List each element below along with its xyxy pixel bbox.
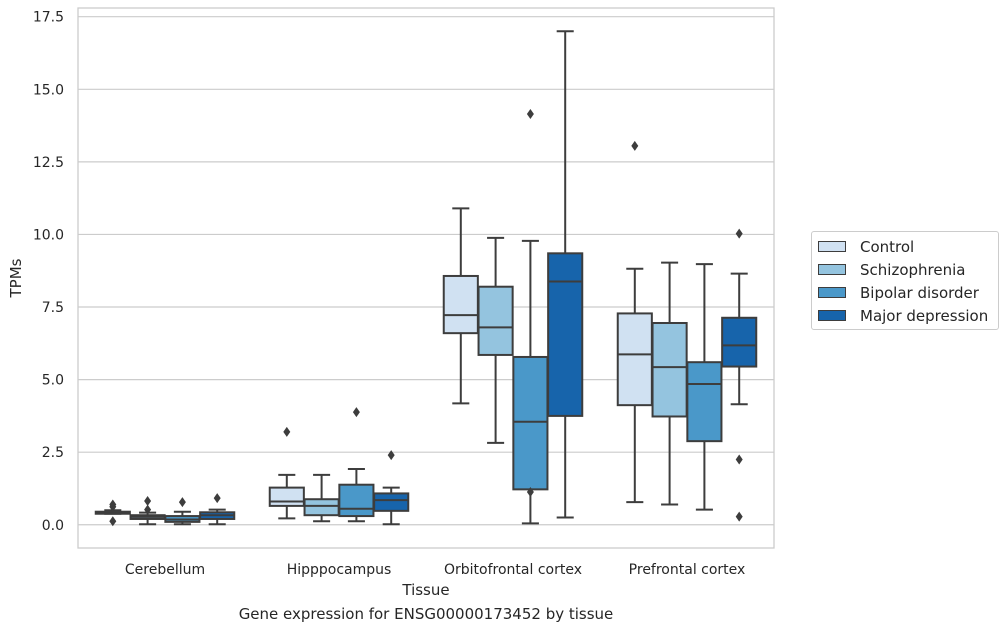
- box-bipolar-disorder: [686, 263, 723, 511]
- legend-swatch: [818, 310, 846, 321]
- box-iqr: [616, 312, 653, 407]
- outlier-point: [352, 407, 360, 418]
- box-iqr: [686, 361, 723, 443]
- box-major-depression: [373, 450, 410, 526]
- outlier-point: [109, 499, 117, 510]
- x-tick-label: Orbitofrontal cortex: [444, 562, 582, 578]
- outlier-point: [526, 486, 534, 497]
- outlier-point: [387, 450, 395, 461]
- y-tick-label: 15.0: [33, 82, 64, 98]
- box-iqr: [303, 498, 340, 517]
- outlier-point: [526, 108, 534, 119]
- legend-label: Schizophrenia: [860, 260, 966, 279]
- box-schizophrenia: [477, 236, 514, 444]
- legend-item: Schizophrenia: [812, 258, 998, 281]
- y-tick-label: 7.5: [42, 300, 64, 316]
- box-control: [268, 426, 305, 520]
- outlier-point: [144, 504, 152, 515]
- y-tick-label: 5.0: [42, 373, 64, 389]
- legend-item: Bipolar disorder: [812, 281, 998, 304]
- box-control: [442, 207, 479, 405]
- box-schizophrenia: [129, 495, 166, 526]
- box-iqr: [721, 316, 758, 368]
- y-axis-label: TPMs: [7, 258, 25, 298]
- box-iqr: [547, 252, 584, 417]
- legend: Control Schizophrenia Bipolar disorder Majo…: [811, 231, 999, 330]
- legend-label: Control: [860, 237, 915, 256]
- outlier-point: [178, 497, 186, 508]
- box-major-depression: [199, 493, 236, 526]
- legend-label: Major depression: [860, 306, 989, 325]
- box-iqr: [651, 322, 688, 418]
- box-iqr: [477, 285, 514, 356]
- outlier-point: [109, 516, 117, 527]
- box-schizophrenia: [651, 261, 688, 506]
- y-tick-label: 10.0: [33, 227, 64, 243]
- legend-item: Major depression: [812, 304, 998, 327]
- legend-swatch: [818, 287, 846, 298]
- legend-swatch: [818, 241, 846, 252]
- y-tick-label: 12.5: [33, 155, 64, 171]
- box-bipolar-disorder: [338, 407, 375, 523]
- legend-label: Bipolar disorder: [860, 283, 979, 302]
- box-iqr: [268, 486, 305, 507]
- box-major-depression: [721, 228, 758, 522]
- x-tick-label: Hipppocampus: [287, 562, 392, 578]
- plot-area: [77, 7, 775, 549]
- box-iqr: [442, 274, 479, 335]
- x-tick-label: Prefrontal cortex: [629, 562, 746, 578]
- y-tick-label: 17.5: [33, 10, 64, 26]
- y-tick-label: 0.0: [42, 518, 64, 534]
- chart-caption: Gene expression for ENSG00000173452 by t…: [238, 605, 614, 623]
- x-tick-label: Cerebellum: [125, 562, 205, 578]
- box-control: [94, 499, 131, 527]
- box-iqr: [512, 355, 549, 491]
- box-iqr: [373, 492, 410, 512]
- box-bipolar-disorder: [512, 108, 549, 525]
- box-major-depression: [547, 30, 584, 519]
- legend-swatch: [818, 264, 846, 275]
- outlier-point: [735, 228, 743, 239]
- outlier-point: [283, 426, 291, 437]
- outlier-point: [735, 511, 743, 522]
- outlier-point: [213, 493, 221, 504]
- box-iqr: [338, 483, 375, 518]
- x-axis-label: Tissue: [401, 581, 449, 599]
- legend-item: Control: [812, 235, 998, 258]
- y-tick-label: 2.5: [42, 445, 64, 461]
- outlier-point: [631, 140, 639, 151]
- outlier-point: [735, 454, 743, 465]
- outlier-point: [144, 495, 152, 506]
